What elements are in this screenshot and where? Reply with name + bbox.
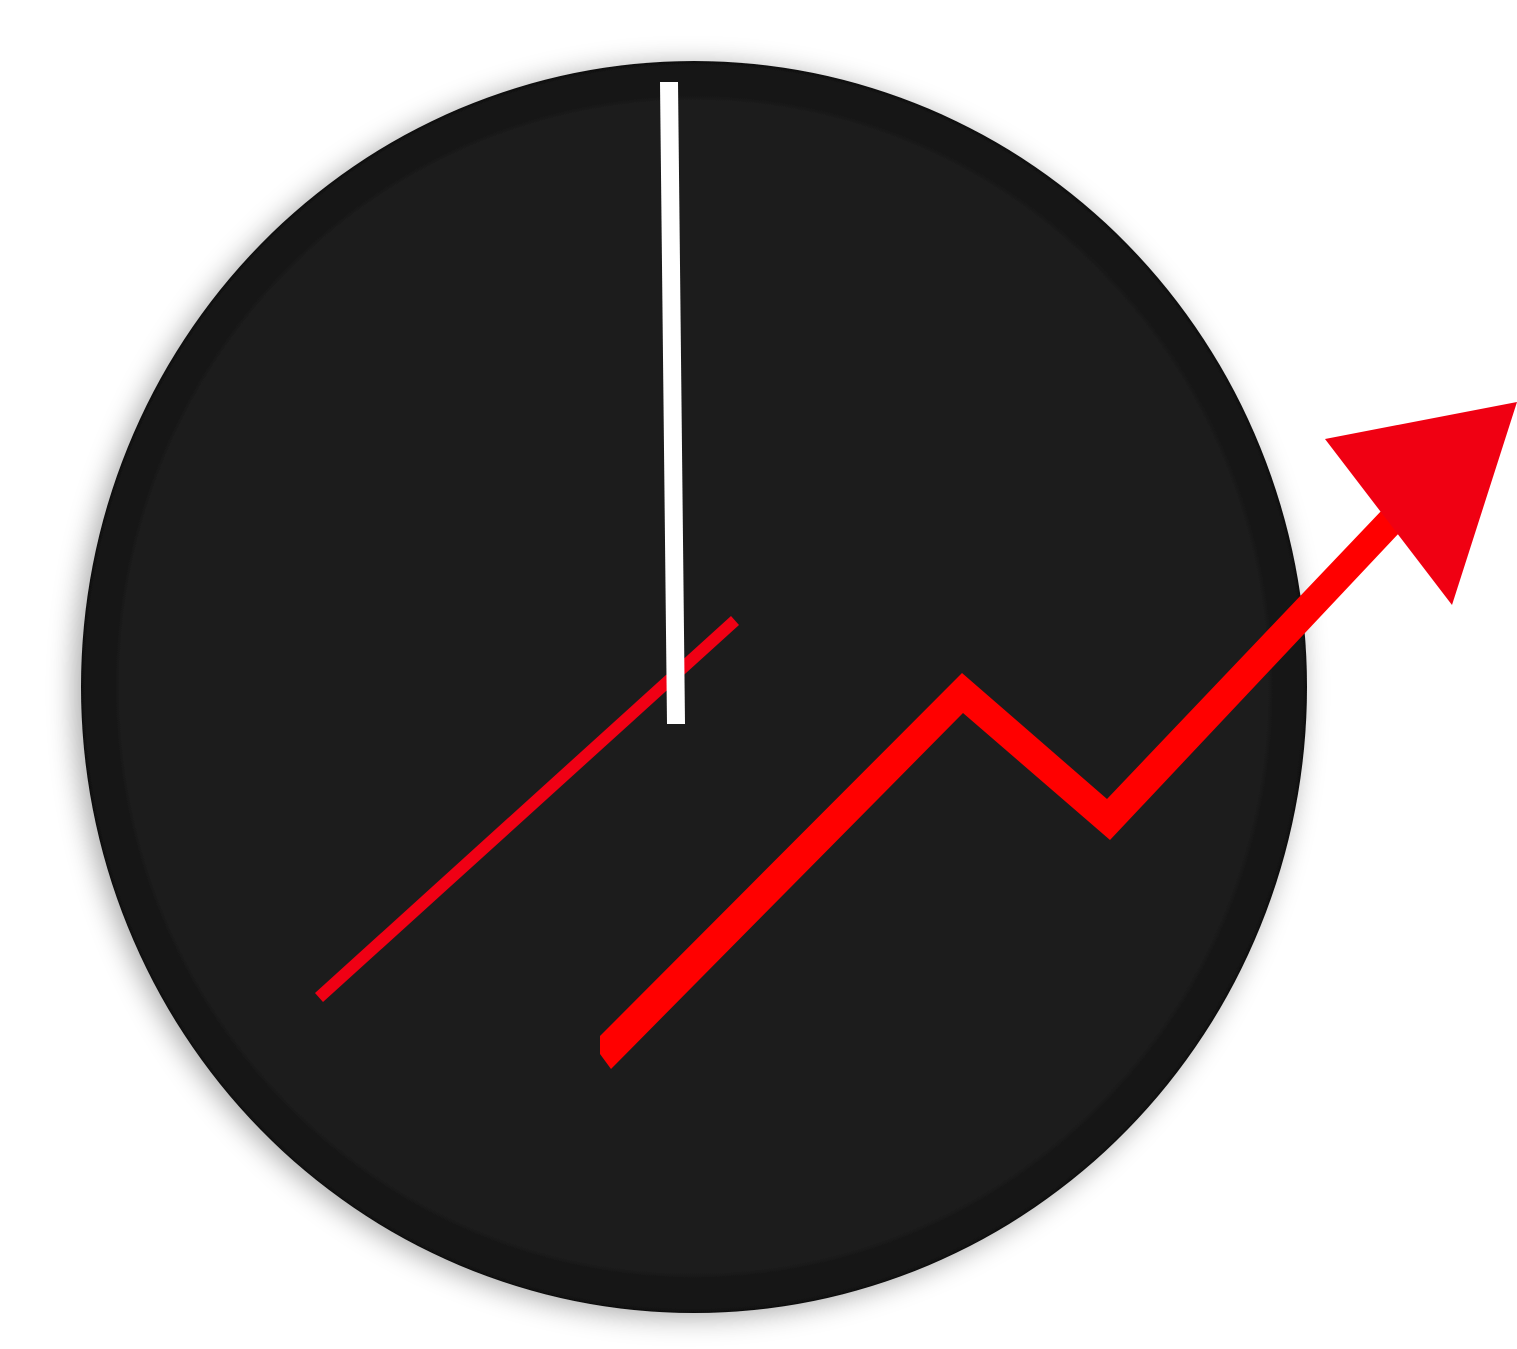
minute-hand-icon [660,82,685,724]
clock-face-icon [81,61,1307,1313]
hour-hand-icon [315,616,739,1002]
arrow-head-icon [1325,402,1517,605]
